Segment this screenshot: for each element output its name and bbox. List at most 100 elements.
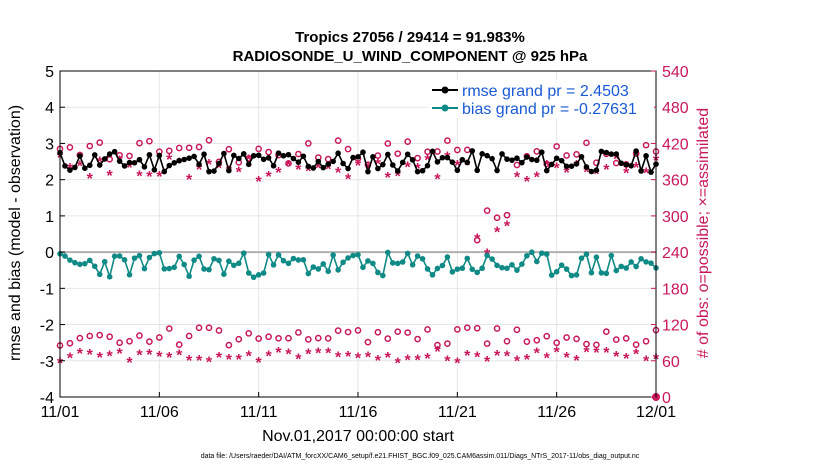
bias-point (524, 252, 530, 259)
rmse-point (449, 159, 456, 165)
bias-point (161, 266, 168, 272)
bias-point (399, 259, 406, 265)
legend: rmse grand pr = 2.4503 bias grand pr = -… (428, 80, 654, 118)
possible-obs-marker (434, 341, 441, 349)
rmse-point (171, 160, 178, 166)
y-right-tick-label: 240 (662, 245, 689, 262)
possible-obs-marker (275, 334, 282, 342)
rmse-point (300, 153, 307, 160)
rmse-point (509, 157, 515, 163)
rmse-point (350, 154, 356, 161)
y-right-tick-label: 180 (662, 281, 689, 298)
rmse-point (116, 158, 123, 164)
possible-obs-marker (453, 146, 461, 154)
assimilated-obs-marker: * (305, 346, 312, 363)
rmse-point (191, 153, 197, 160)
rmse-point (82, 165, 88, 171)
rmse-point (310, 165, 317, 171)
bias-point (141, 265, 148, 272)
bias-point (370, 260, 376, 267)
bias-point (380, 272, 386, 279)
assimilated-obs-marker: * (474, 232, 481, 249)
possible-obs-marker (473, 324, 481, 332)
rmse-point (380, 161, 386, 168)
rmse-point (136, 156, 143, 163)
y-left-tick-label: 2 (45, 173, 54, 190)
assimilated-obs-marker: * (554, 160, 561, 177)
possible-obs-marker (86, 332, 94, 340)
rmse-point (534, 157, 540, 164)
rmse-point (340, 160, 346, 167)
bias-point (553, 268, 560, 275)
assimilated-obs-marker: * (166, 350, 173, 367)
assimilated-obs-marker: * (87, 171, 94, 188)
bias-point (469, 266, 476, 273)
assimilated-obs-marker: * (206, 354, 213, 371)
bias-point (474, 269, 481, 276)
possible-obs-marker (424, 326, 431, 333)
assimilated-obs-marker: * (355, 351, 362, 368)
assimilated-obs-marker: * (246, 349, 253, 366)
bias-point (186, 273, 192, 280)
assimilated-obs-marker: * (186, 353, 193, 370)
legend-bias-label: bias grand pr = -0.27631 (462, 101, 637, 118)
assimilated-obs-marker: * (226, 352, 233, 369)
rmse-point (484, 152, 490, 159)
y-axis-right-label: # of obs: o=possible; ×=assimilated (695, 108, 712, 358)
possible-obs-marker (583, 139, 590, 147)
x-tick-label: 12/01 (636, 404, 676, 421)
rmse-point (285, 151, 292, 158)
bias-point (638, 255, 644, 262)
bias-point (429, 272, 436, 278)
bias-point (504, 265, 510, 272)
possible-obs-marker (255, 145, 263, 153)
y-left-tick-label: 0 (45, 245, 54, 262)
possible-obs-marker (513, 326, 521, 334)
assimilated-obs-marker: * (484, 354, 491, 371)
bias-point (394, 260, 401, 267)
bias-point (623, 265, 629, 271)
possible-obs-marker (543, 332, 551, 340)
bias-point (613, 267, 620, 274)
rmse-point (250, 152, 257, 159)
bias-point (171, 264, 178, 271)
bias-point (404, 250, 411, 257)
bias-point (181, 261, 187, 268)
assimilated-obs-marker: * (365, 350, 372, 367)
rmse-point (181, 156, 187, 163)
possible-obs-marker (523, 338, 531, 345)
possible-obs-marker (434, 148, 441, 155)
assimilated-obs-marker: * (554, 344, 561, 361)
assimilated-obs-marker: * (563, 165, 570, 182)
possible-obs-marker (394, 328, 402, 336)
bias-point (534, 258, 540, 265)
assimilated-obs-marker: * (196, 353, 203, 370)
assimilated-obs-marker: * (454, 356, 461, 373)
rmse-point (404, 151, 411, 158)
rmse-point (226, 167, 232, 174)
bias-point (618, 263, 625, 270)
assimilated-obs-marker: * (236, 164, 243, 181)
rmse-point (608, 151, 615, 157)
assimilated-obs-marker: * (534, 346, 541, 363)
possible-obs-marker (155, 334, 163, 341)
rmse-point (156, 152, 163, 159)
possible-obs-marker (116, 339, 123, 347)
bias-point (419, 256, 426, 262)
rmse-point (305, 163, 312, 170)
possible-obs-marker (76, 334, 84, 342)
assimilated-obs-marker: * (295, 162, 302, 179)
rmse-point (563, 163, 570, 170)
assimilated-obs-marker: * (355, 158, 362, 175)
y-left-tick-label: 5 (45, 64, 54, 81)
assimilated-obs-marker: * (573, 353, 580, 370)
rmse-point (91, 152, 98, 158)
y-left-tick-label: -4 (40, 390, 54, 407)
possible-obs-marker (86, 142, 94, 150)
y-right-tick-label: 420 (662, 136, 689, 153)
possible-obs-marker (235, 335, 243, 343)
rmse-point (355, 154, 361, 160)
possible-obs-marker (265, 148, 272, 156)
bias-point (72, 259, 78, 266)
bias-point (62, 253, 68, 259)
